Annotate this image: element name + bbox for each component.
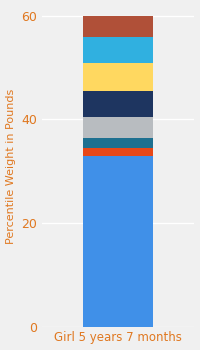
Bar (83, 91, 153, 117)
Bar (83, 148, 153, 156)
Bar (83, 156, 153, 327)
Y-axis label: Percentile Weight in Pounds: Percentile Weight in Pounds (6, 89, 16, 244)
Bar (83, 37, 153, 63)
Bar (83, 16, 153, 37)
Bar (83, 63, 153, 91)
Bar (83, 117, 153, 138)
Bar (83, 138, 153, 148)
